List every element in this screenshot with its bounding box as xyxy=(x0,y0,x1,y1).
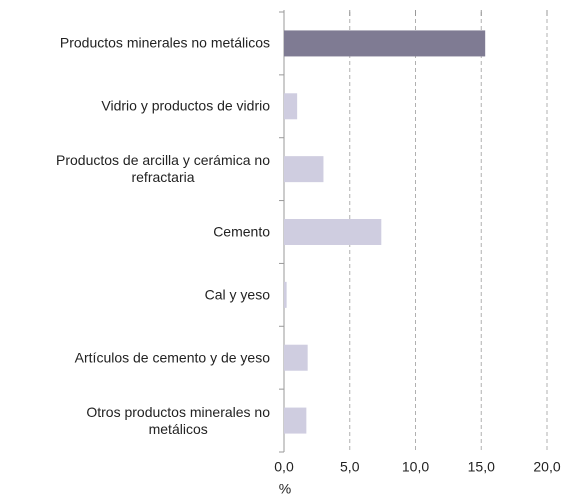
y-tick-label: Cemento xyxy=(213,223,270,240)
x-tick-label: 20,0 xyxy=(533,459,560,475)
bar xyxy=(284,93,298,120)
bar xyxy=(284,30,486,57)
x-tick-label: 10,0 xyxy=(402,459,429,475)
x-tick-label: 5,0 xyxy=(340,459,360,475)
x-axis-label: % xyxy=(279,481,291,497)
x-tick-label: 0,0 xyxy=(274,459,294,475)
y-tick-label: Artículos de cemento y de yeso xyxy=(74,349,270,366)
y-tick-label: Otros productos minerales no metálicos xyxy=(86,403,270,437)
bar xyxy=(284,219,382,245)
bar xyxy=(284,281,287,308)
y-tick-label: Productos minerales no metálicos xyxy=(59,34,270,51)
y-tick-label: Cal y yeso xyxy=(204,286,270,303)
y-tick-label: Vidrio y productos de vidrio xyxy=(101,97,270,114)
bar xyxy=(284,156,324,183)
y-tick-label: Productos de arcilla y cerámica no refra… xyxy=(56,152,270,186)
x-tick-label: 15,0 xyxy=(468,459,495,475)
bar xyxy=(284,344,308,371)
bar xyxy=(284,407,307,434)
